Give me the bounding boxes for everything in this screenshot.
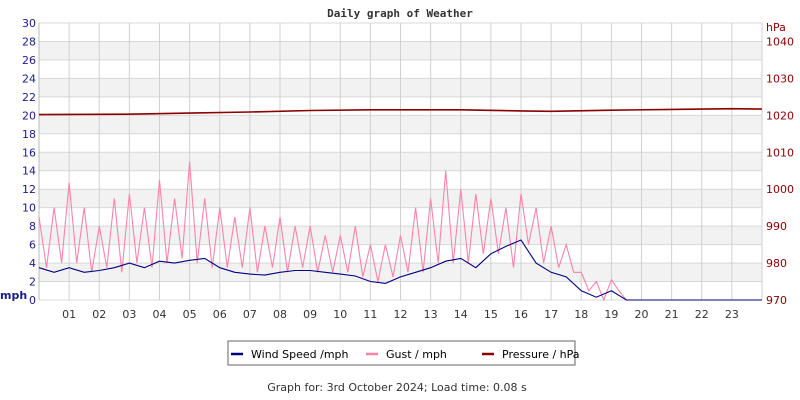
left-tick-label: 10 — [22, 202, 36, 215]
left-tick-label: 0 — [29, 294, 36, 307]
x-tick-label: 21 — [665, 308, 679, 321]
left-axis-label: mph — [0, 289, 27, 302]
x-tick-label: 02 — [92, 308, 106, 321]
right-tick-label: 990 — [766, 220, 787, 233]
legend-label: Pressure / hPa — [502, 348, 580, 361]
x-tick-label: 15 — [484, 308, 498, 321]
footer-text: Graph for: 3rd October 2024; Load time: … — [267, 381, 527, 394]
x-tick-label: 20 — [635, 308, 649, 321]
x-tick-label: 12 — [394, 308, 408, 321]
right-tick-label: 1040 — [766, 35, 794, 48]
grid-lines — [38, 22, 763, 301]
right-axis-label: hPa — [766, 21, 786, 34]
x-tick-label: 18 — [574, 308, 588, 321]
left-tick-label: 4 — [29, 257, 36, 270]
left-tick-label: 22 — [22, 91, 36, 104]
x-tick-label: 07 — [243, 308, 257, 321]
right-tick-label: 1030 — [766, 72, 794, 85]
x-tick-label: 04 — [153, 308, 167, 321]
series-line-0 — [38, 239, 762, 301]
left-tick-label: 16 — [22, 146, 36, 159]
left-tick-label: 12 — [22, 183, 36, 196]
x-tick-label: 11 — [363, 308, 377, 321]
right-tick-label: 1000 — [766, 183, 794, 196]
series-lines — [38, 107, 763, 302]
x-tick-label: 13 — [424, 308, 438, 321]
x-tick-label: 08 — [273, 308, 287, 321]
left-tick-label: 2 — [29, 276, 36, 289]
right-tick-label: 970 — [766, 294, 787, 307]
x-tick-label: 06 — [213, 308, 227, 321]
x-tick-label: 01 — [62, 308, 76, 321]
x-tick-label: 19 — [604, 308, 618, 321]
right-tick-label: 1010 — [766, 146, 794, 159]
x-tick-label: 17 — [544, 308, 558, 321]
left-tick-label: 24 — [22, 72, 36, 85]
x-tick-label: 10 — [333, 308, 347, 321]
legend-label: Gust / mph — [386, 348, 447, 361]
right-tick-label: 1020 — [766, 109, 794, 122]
left-tick-label: 20 — [22, 109, 36, 122]
x-tick-label: 16 — [514, 308, 528, 321]
x-tick-label: 14 — [454, 308, 468, 321]
x-tick-label: 05 — [183, 308, 197, 321]
chart-title: Daily graph of Weather — [327, 7, 473, 20]
left-tick-label: 6 — [29, 239, 36, 252]
left-tick-label: 30 — [22, 17, 36, 30]
left-tick-label: 8 — [29, 220, 36, 233]
x-tick-label: 22 — [695, 308, 709, 321]
left-tick-label: 14 — [22, 165, 36, 178]
left-tick-label: 28 — [22, 35, 36, 48]
x-tick-label: 03 — [122, 308, 136, 321]
left-tick-label: 26 — [22, 54, 36, 67]
series-line-2 — [38, 107, 763, 116]
legend — [227, 340, 576, 366]
left-tick-label: 18 — [22, 128, 36, 141]
x-tick-label: 23 — [725, 308, 739, 321]
right-tick-label: 980 — [766, 257, 787, 270]
x-tick-label: 09 — [303, 308, 317, 321]
legend-label: Wind Speed /mph — [251, 348, 349, 361]
